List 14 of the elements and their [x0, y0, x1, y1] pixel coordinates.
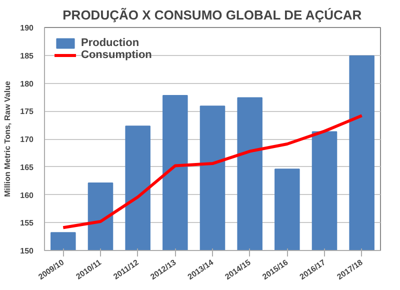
y-axis-title: Million Metric Tons, Raw Value — [3, 80, 12, 197]
chart-title: PRODUÇÃO X CONSUMO GLOBAL DE AÇÚCAR — [62, 8, 362, 22]
y-tick-label: 155 — [20, 218, 34, 228]
legend-label: Production — [81, 37, 140, 49]
legend-label: Consumption — [81, 49, 152, 61]
y-tick-label: 175 — [20, 107, 34, 116]
y-tick-label: 185 — [20, 51, 34, 60]
y-tick-label: 150 — [20, 246, 34, 256]
y-tick-label: 170 — [20, 135, 34, 144]
y-tick-label: 180 — [20, 79, 34, 88]
y-tick-label: 165 — [20, 162, 34, 172]
y-tick-label: 190 — [20, 24, 34, 32]
y-tick-label: 160 — [20, 190, 34, 200]
line-series — [62, 114, 364, 230]
